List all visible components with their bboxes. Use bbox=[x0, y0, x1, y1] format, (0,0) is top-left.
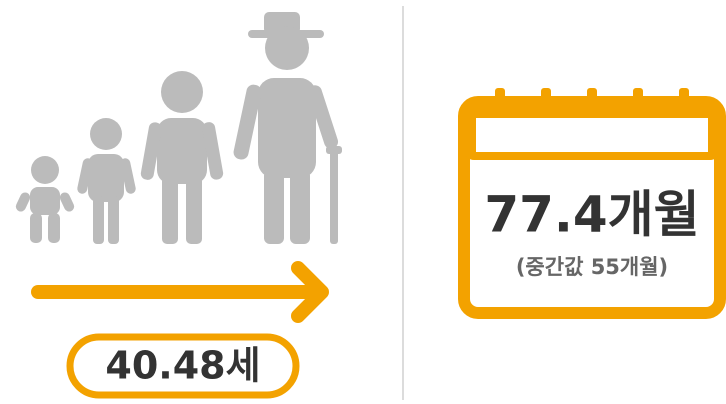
age-value: 40.48세 bbox=[105, 344, 260, 388]
age-pill bbox=[66, 333, 300, 399]
calendar bbox=[458, 88, 726, 319]
median-note: (중간값 55개월) bbox=[516, 255, 668, 279]
arrow bbox=[31, 261, 329, 323]
people-icons bbox=[15, 12, 342, 244]
duration-value: 77.4개월 bbox=[484, 186, 699, 244]
